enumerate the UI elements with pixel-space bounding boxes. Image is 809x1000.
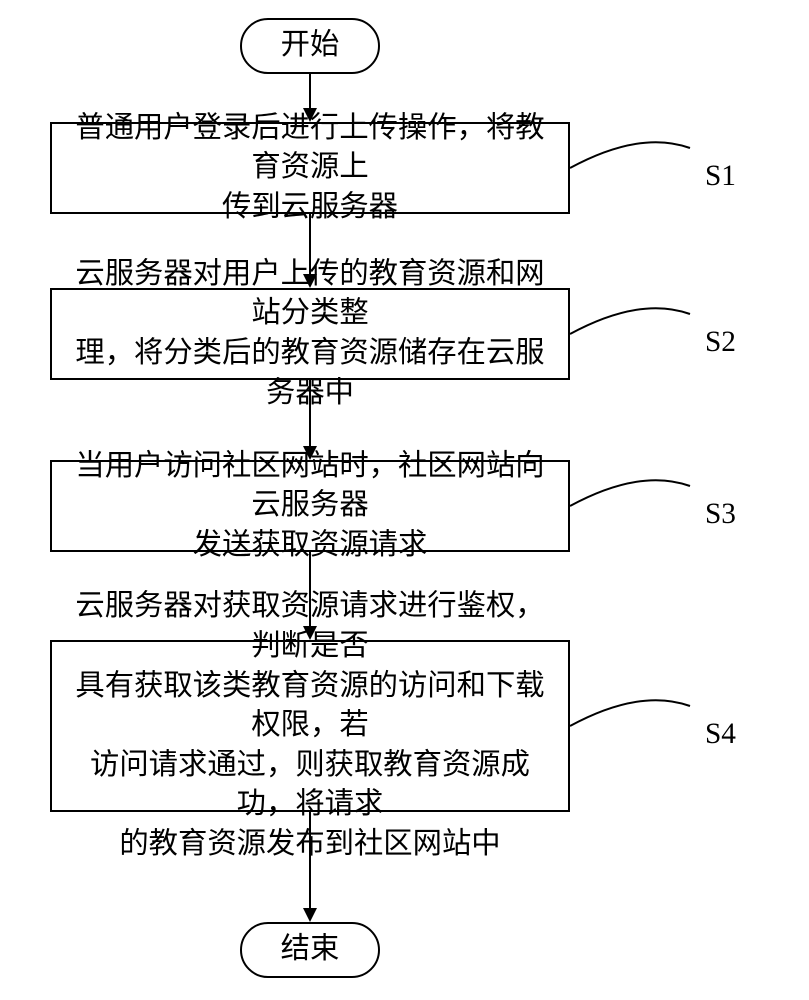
terminator-start: 开始: [240, 18, 380, 74]
label-s1: S1: [705, 160, 736, 193]
process-s3: 当用户访问社区网站时，社区网站向云服务器 发送获取资源请求: [50, 460, 570, 552]
process-s1: 普通用户登录后进行上传操作，将教育资源上 传到云服务器: [50, 122, 570, 214]
label-s3: S3: [705, 498, 736, 531]
label-s2: S2: [705, 326, 736, 359]
label-s4: S4: [705, 718, 736, 751]
process-s3-text: 当用户访问社区网站时，社区网站向云服务器 发送获取资源请求: [66, 447, 554, 566]
terminator-start-text: 开始: [281, 26, 340, 66]
flowchart-canvas: 开始 普通用户登录后进行上传操作，将教育资源上 传到云服务器 S1 云服务器对用…: [0, 0, 809, 1000]
process-s4: 云服务器对获取资源请求进行鉴权，判断是否 具有获取该类教育资源的访问和下载权限，…: [50, 640, 570, 812]
terminator-end: 结束: [240, 922, 380, 978]
process-s2: 云服务器对用户上传的教育资源和网站分类整 理，将分类后的教育资源储存在云服务器中: [50, 288, 570, 380]
terminator-end-text: 结束: [281, 930, 340, 970]
process-s1-text: 普通用户登录后进行上传操作，将教育资源上 传到云服务器: [66, 109, 554, 228]
process-s4-text: 云服务器对获取资源请求进行鉴权，判断是否 具有获取该类教育资源的访问和下载权限，…: [66, 587, 554, 864]
process-s2-text: 云服务器对用户上传的教育资源和网站分类整 理，将分类后的教育资源储存在云服务器中: [66, 255, 554, 413]
